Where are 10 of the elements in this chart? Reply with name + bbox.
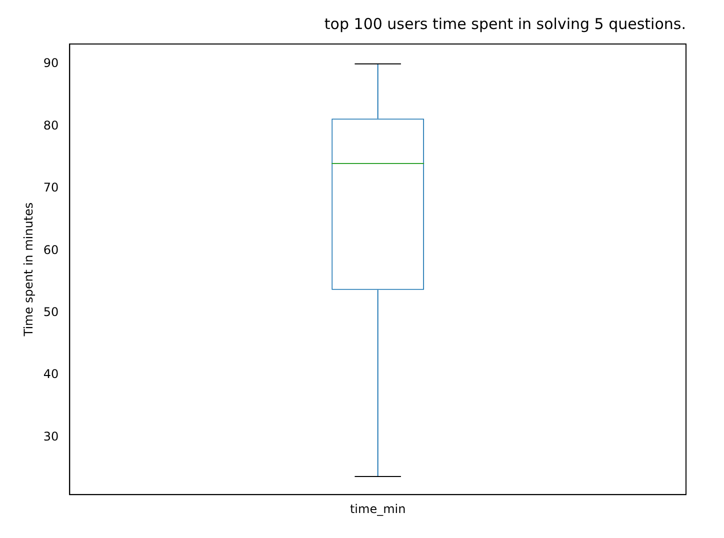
y-axis-title: Time spent in minutes	[21, 202, 36, 338]
y-tick-label: 40	[43, 367, 59, 382]
y-tick-label: 50	[43, 304, 59, 319]
y-tick-label: 60	[43, 242, 59, 257]
y-tick-label: 70	[43, 180, 59, 195]
chart-title: top 100 users time spent in solving 5 questions.	[324, 14, 686, 33]
y-tick-label: 30	[43, 429, 59, 444]
y-tick-label: 80	[43, 118, 59, 132]
x-tick-label: time_min	[350, 502, 406, 516]
y-tick-label: 90	[43, 56, 59, 70]
